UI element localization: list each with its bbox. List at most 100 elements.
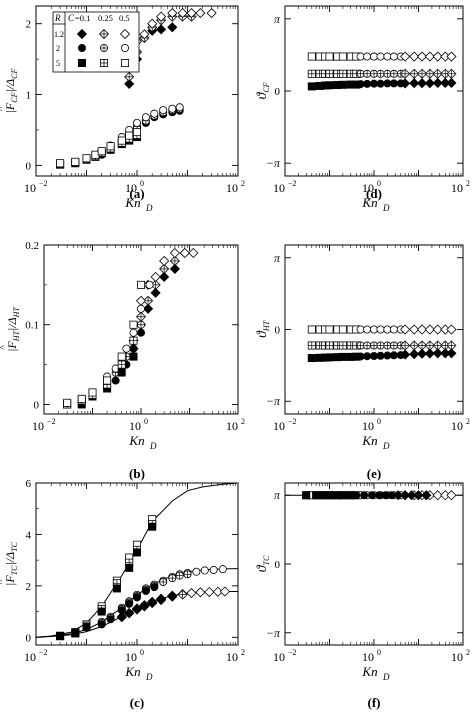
x-tick-exponent: 0: [140, 648, 144, 657]
data-point: [129, 320, 138, 329]
y-tick-label: 0: [34, 399, 40, 411]
y-axis-label: |FTC|/ΔTC^: [0, 541, 19, 586]
data-point: [147, 18, 158, 29]
data-point: [77, 394, 86, 403]
y-axis-label: |FCF|/ΔCF^: [0, 69, 19, 114]
data-point: [325, 81, 334, 90]
legend-r-value-3: 5: [56, 59, 60, 68]
data-point: [400, 78, 411, 89]
x-tick-exponent: 0: [377, 417, 381, 426]
panel-caption: (c): [130, 695, 144, 710]
data-point: [117, 360, 126, 369]
data-point: [446, 68, 457, 79]
x-tick-label: 10: [24, 181, 36, 195]
data-point: [136, 280, 145, 289]
legend-marker-open-square: [121, 59, 130, 68]
x-tick-label: 10: [24, 650, 36, 664]
legend-c-value-2: 0.25: [98, 13, 113, 23]
x-tick-label: 10: [125, 181, 137, 195]
plot-frame-c: [35, 482, 239, 646]
data-point: [432, 51, 443, 62]
series-filled-square: [56, 522, 157, 641]
series-filled-diamond: [400, 77, 457, 89]
data-point: [325, 325, 334, 334]
x-axis-label-subscript: D: [382, 203, 390, 213]
data-point: [212, 586, 223, 597]
y-tick-label: 0: [275, 559, 281, 571]
data-point: [209, 565, 218, 574]
data-point: [132, 593, 141, 602]
data-point: [97, 147, 106, 156]
data-point: [409, 340, 420, 351]
x-axis-label: Kn: [124, 664, 140, 679]
legend-markers: [76, 28, 131, 68]
data-point: [367, 491, 376, 500]
data-point: [432, 348, 443, 359]
series-open-square: [56, 515, 157, 640]
y-axis-label: ϑCF: [255, 82, 271, 99]
data-point: [338, 80, 347, 89]
x-tick-exponent: 2: [241, 179, 245, 188]
data-point: [424, 348, 435, 359]
series-crossed-circle: [356, 341, 405, 350]
series-open-diamond: [400, 324, 457, 335]
data-point: [139, 601, 150, 612]
y-tick-label: π: [274, 251, 281, 265]
data-point: [159, 263, 170, 274]
x-tick-exponent: −2: [39, 648, 48, 657]
x-axis-label-subscript: D: [145, 203, 153, 213]
x-tick-exponent: −2: [288, 179, 297, 188]
data-point: [416, 324, 428, 335]
data-point: [82, 623, 91, 632]
x-tick-label: 10: [362, 419, 374, 433]
x-tick-label: 10: [226, 419, 238, 433]
data-point: [363, 341, 372, 350]
data-point: [338, 325, 347, 334]
series-open-circle: [103, 280, 154, 381]
data-point: [446, 340, 457, 351]
series-line-2: [35, 568, 239, 638]
x-tick-exponent: −2: [47, 417, 56, 426]
data-point: [148, 522, 157, 531]
data-point: [325, 353, 334, 362]
series-open-diamond: [400, 51, 457, 62]
series-open-square: [307, 325, 361, 334]
data-point: [88, 388, 97, 397]
data-point: [169, 255, 180, 267]
data-point: [424, 78, 435, 89]
y-axis-label-hat: ^: [0, 345, 8, 350]
data-point: [363, 79, 372, 88]
data-point: [360, 491, 369, 500]
y-tick-label: 0: [26, 632, 32, 644]
data-point: [150, 287, 161, 298]
data-point: [150, 583, 159, 592]
data-point: [376, 325, 385, 334]
data-point: [307, 354, 316, 363]
y-axis-label: |FHT|/ΔHT^: [0, 307, 21, 352]
x-tick-exponent: 2: [466, 648, 470, 657]
data-point: [186, 8, 197, 19]
data-point: [63, 398, 72, 407]
data-point: [167, 8, 178, 19]
data-point: [376, 79, 385, 88]
legend-marker-crossed-circle: [100, 44, 109, 53]
data-point: [363, 352, 372, 361]
data-point: [143, 303, 154, 314]
data-point: [325, 341, 334, 350]
y-axis-label-text: |FHT|/ΔHT: [5, 307, 21, 352]
series-filled-circle: [97, 583, 159, 629]
x-tick-label: 10: [451, 181, 463, 195]
data-point: [156, 24, 167, 35]
data-point: [446, 51, 457, 62]
data-point: [424, 51, 435, 62]
data-point: [195, 587, 206, 598]
plot-frame-d: [284, 5, 464, 177]
series-filled-circle: [352, 491, 396, 500]
data-point: [159, 271, 170, 282]
data-point: [150, 271, 161, 282]
series-crossed-square: [307, 69, 361, 78]
y-axis-label-hat: ^: [0, 579, 6, 584]
data-point: [141, 113, 150, 122]
